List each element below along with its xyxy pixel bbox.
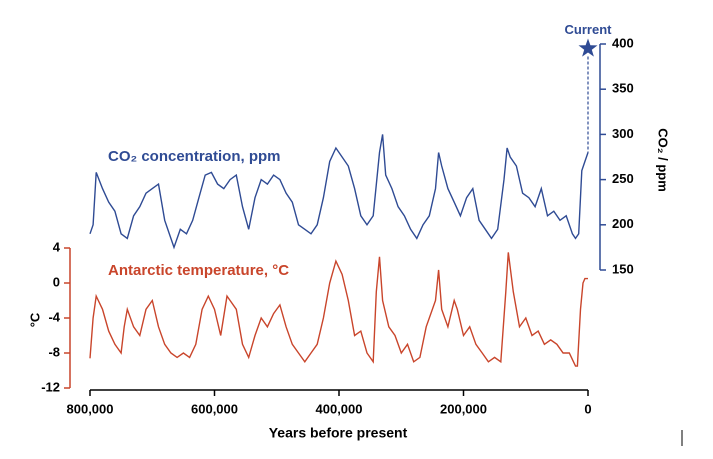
x-tick-label: 600,000	[191, 401, 238, 416]
y2-tick-label: 200	[612, 216, 634, 231]
x-tick-label: 400,000	[316, 401, 363, 416]
y2-tick-label: 400	[612, 35, 634, 50]
current-star	[578, 38, 598, 57]
x-tick-label: 200,000	[440, 401, 487, 416]
y2-tick-label: 150	[612, 261, 634, 276]
x-axis-label: Years before present	[269, 425, 408, 441]
y-tick-label: -4	[48, 309, 60, 324]
line-series	[89, 134, 589, 250]
y-tick-label: 0	[53, 274, 60, 289]
y2-axis-label: CO₂ / ppm	[656, 128, 671, 192]
y2-tick-label: 250	[612, 171, 634, 186]
x-tick-label: 800,000	[67, 401, 114, 416]
line-series	[89, 252, 588, 367]
y2-tick-label: 350	[612, 81, 634, 96]
current-label: Current	[565, 22, 613, 37]
series-label: Antarctic temperature, °C	[108, 262, 289, 279]
x-tick-label: 0	[584, 401, 591, 416]
y-tick-label: 4	[53, 239, 61, 254]
y2-tick-label: 300	[612, 126, 634, 141]
y-axis-label: °C	[27, 312, 42, 327]
series-label: CO₂ concentration, ppm	[108, 148, 281, 165]
y-tick-label: -8	[48, 344, 60, 359]
y-tick-label: -12	[41, 379, 60, 394]
